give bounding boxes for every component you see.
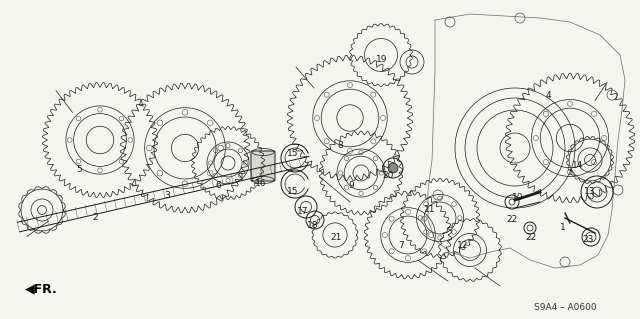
Text: 17: 17 [297, 206, 308, 216]
Text: S9A4 – A0600: S9A4 – A0600 [534, 303, 596, 313]
Text: 18: 18 [307, 221, 319, 231]
Text: 23: 23 [582, 235, 594, 244]
Text: 19: 19 [376, 56, 388, 64]
Text: 20: 20 [382, 170, 394, 180]
Text: 3: 3 [164, 191, 170, 201]
Text: 8: 8 [337, 140, 343, 150]
Text: 21: 21 [330, 234, 342, 242]
Text: 13: 13 [584, 188, 596, 197]
Text: 22: 22 [525, 234, 536, 242]
Text: 15: 15 [287, 188, 299, 197]
Text: 1: 1 [560, 224, 566, 233]
Text: 14: 14 [572, 160, 584, 169]
Text: 4: 4 [545, 91, 551, 100]
Text: ◀FR.: ◀FR. [25, 282, 58, 295]
Text: 22: 22 [506, 216, 518, 225]
Circle shape [388, 163, 398, 173]
Text: 6: 6 [215, 181, 221, 189]
Text: 9: 9 [348, 181, 354, 189]
Text: 15: 15 [287, 149, 299, 158]
Text: 7: 7 [398, 241, 404, 249]
Text: 2: 2 [92, 213, 98, 222]
Text: 16: 16 [255, 179, 267, 188]
FancyBboxPatch shape [251, 151, 275, 181]
Text: 5: 5 [76, 166, 82, 174]
Text: 12: 12 [458, 241, 468, 249]
Text: 10: 10 [512, 194, 524, 203]
Text: 11: 11 [424, 205, 436, 214]
